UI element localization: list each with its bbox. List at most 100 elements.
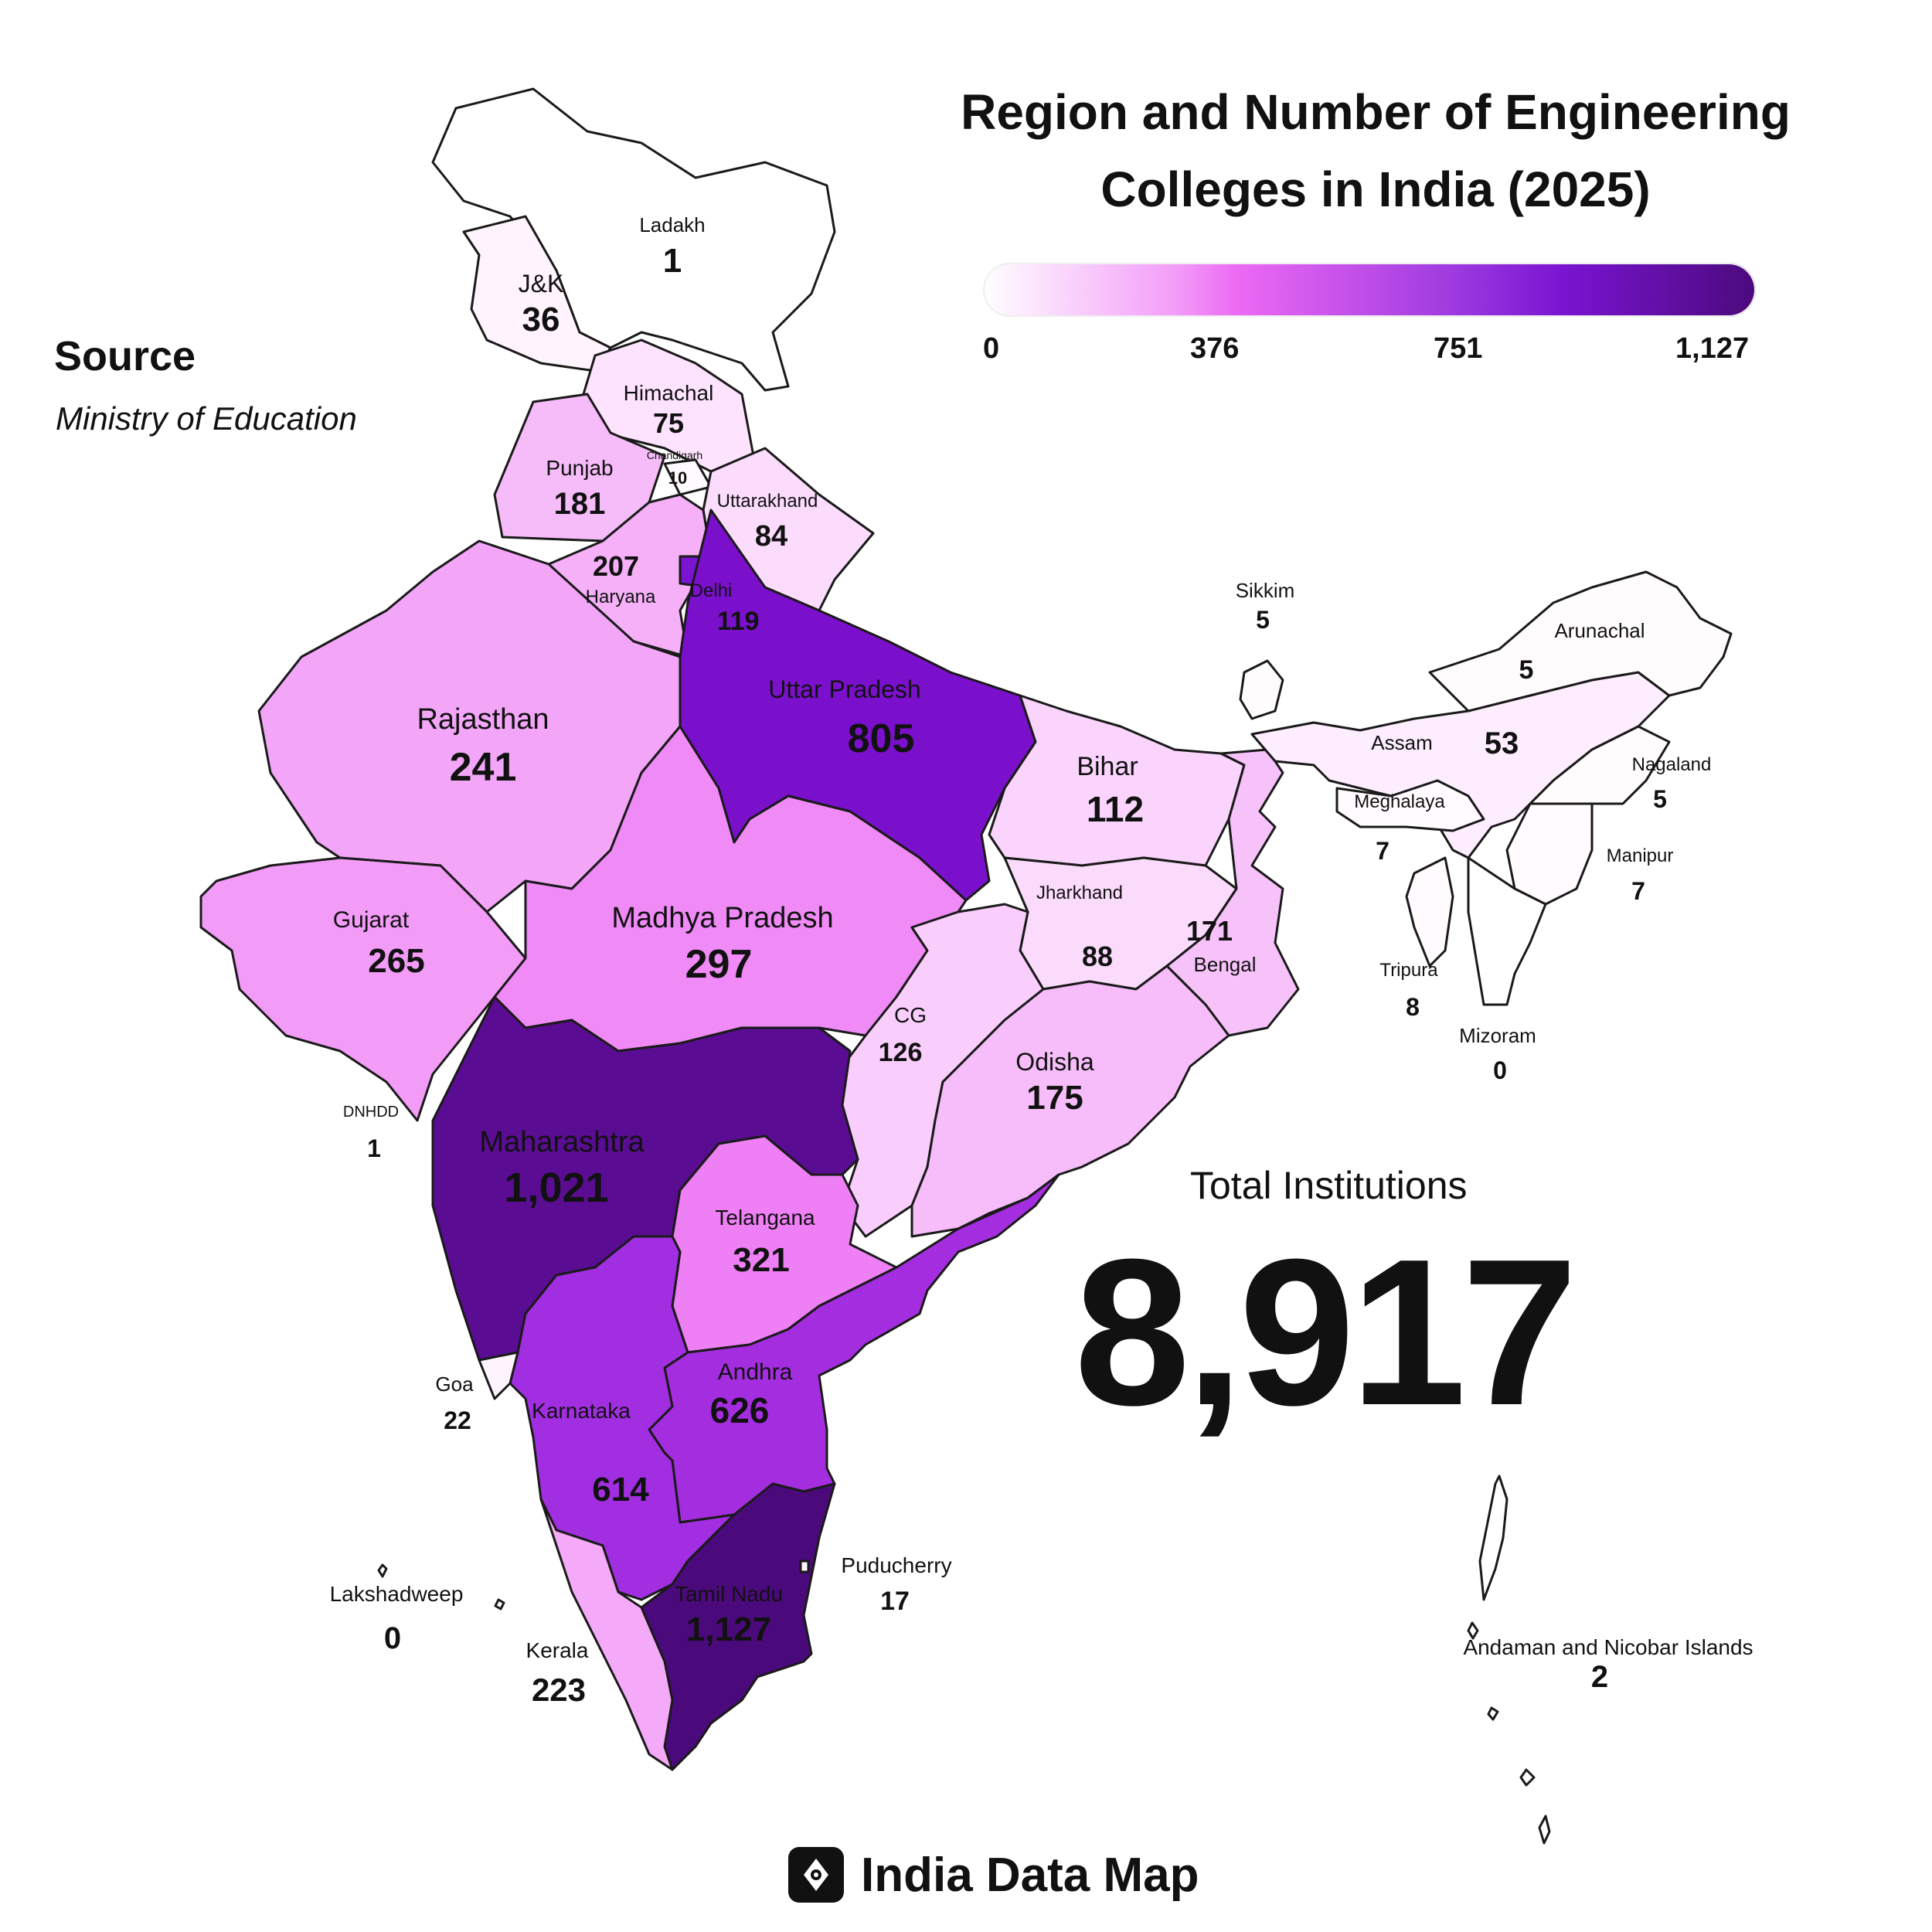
brand-footer: India Data Map bbox=[788, 1847, 1199, 1903]
region-value-odisha: 175 bbox=[1026, 1079, 1083, 1117]
region-name-puducherry: Puducherry bbox=[841, 1553, 951, 1577]
region-value-mizoram: 0 bbox=[1493, 1056, 1507, 1084]
region-name-mp: Madhya Pradesh bbox=[611, 902, 833, 934]
region-value-cg: 126 bbox=[879, 1038, 923, 1067]
region-name-jk: J&K bbox=[519, 270, 564, 298]
region-name-cg: CG bbox=[894, 1003, 927, 1027]
region-name-up: Uttar Pradesh bbox=[768, 675, 920, 703]
region-value-assam: 53 bbox=[1485, 726, 1519, 760]
region-name-ladakh: Ladakh bbox=[639, 213, 705, 236]
region-value-goa: 22 bbox=[444, 1406, 471, 1434]
region-name-lakshadweep: Lakshadweep bbox=[330, 1582, 464, 1606]
region-arunachal[interactable] bbox=[1428, 570, 1733, 713]
region-mizoram[interactable] bbox=[1467, 856, 1547, 1006]
region-andaman[interactable] bbox=[1467, 1475, 1551, 1845]
region-name-meghalaya: Meghalaya bbox=[1354, 791, 1445, 812]
region-value-tripura: 8 bbox=[1406, 993, 1420, 1021]
region-value-gujarat: 265 bbox=[368, 942, 424, 980]
region-name-telangana: Telangana bbox=[715, 1206, 815, 1230]
region-name-dnhdd: DNHDD bbox=[343, 1104, 399, 1121]
region-name-tripura: Tripura bbox=[1379, 960, 1438, 981]
region-value-delhi: 119 bbox=[717, 607, 760, 636]
region-value-jharkhand: 88 bbox=[1082, 940, 1113, 972]
region-value-arunachal: 5 bbox=[1519, 655, 1534, 685]
region-name-bengal: Bengal bbox=[1194, 953, 1257, 976]
source-heading: Source bbox=[54, 333, 196, 379]
region-value-lakshadweep: 0 bbox=[384, 1621, 401, 1655]
region-name-punjab: Punjab bbox=[546, 456, 613, 480]
region-name-andhra: Andhra bbox=[718, 1359, 793, 1385]
region-name-uttarakhand: Uttarakhand bbox=[717, 491, 818, 512]
region-meghalaya[interactable] bbox=[1335, 779, 1485, 832]
legend-tick-2: 751 bbox=[1434, 332, 1483, 365]
region-name-chandigarh: Chandigarh bbox=[647, 449, 702, 461]
region-puducherry[interactable] bbox=[799, 1560, 810, 1573]
region-bengal[interactable] bbox=[1165, 748, 1300, 1037]
region-odisha[interactable] bbox=[910, 964, 1230, 1238]
region-name-sikkim: Sikkim bbox=[1236, 579, 1295, 602]
total-institutions-label: Total Institutions bbox=[1190, 1164, 1468, 1207]
legend-tick-3: 1,127 bbox=[1675, 332, 1750, 365]
region-name-rajasthan: Rajasthan bbox=[417, 703, 549, 736]
brand-name: India Data Map bbox=[861, 1848, 1199, 1902]
region-value-himachal: 75 bbox=[653, 407, 684, 439]
region-value-nagaland: 5 bbox=[1653, 785, 1667, 813]
region-value-manipur: 7 bbox=[1631, 877, 1645, 905]
region-kerala[interactable] bbox=[539, 1498, 674, 1771]
total-institutions-value: 8,917 bbox=[1074, 1216, 1578, 1449]
region-name-mizoram: Mizoram bbox=[1459, 1024, 1536, 1047]
region-value-mp: 297 bbox=[685, 942, 753, 987]
legend-tick-1: 376 bbox=[1190, 332, 1240, 365]
region-value-jk: 36 bbox=[522, 301, 560, 338]
region-value-andhra: 626 bbox=[710, 1390, 770, 1430]
region-name-arunachal: Arunachal bbox=[1554, 619, 1645, 642]
region-name-kerala: Kerala bbox=[526, 1638, 589, 1662]
region-gujarat[interactable] bbox=[199, 856, 527, 1122]
region-value-dnhdd: 1 bbox=[367, 1134, 381, 1162]
region-value-bihar: 112 bbox=[1087, 789, 1144, 829]
compass-diamond-icon bbox=[788, 1847, 844, 1903]
region-value-maharashtra: 1,021 bbox=[504, 1165, 608, 1211]
region-name-andaman: Andaman and Nicobar Islands bbox=[1463, 1635, 1753, 1659]
region-name-manipur: Manipur bbox=[1607, 845, 1674, 866]
region-name-tamilnadu: Tamil Nadu bbox=[675, 1582, 783, 1606]
region-name-haryana: Haryana bbox=[586, 587, 656, 607]
region-goa[interactable] bbox=[478, 1351, 519, 1400]
region-value-tamilnadu: 1,127 bbox=[686, 1611, 771, 1648]
region-name-maharashtra: Maharashtra bbox=[479, 1126, 645, 1158]
region-value-punjab: 181 bbox=[554, 487, 606, 521]
region-name-delhi: Delhi bbox=[690, 580, 733, 601]
region-value-sikkim: 5 bbox=[1256, 606, 1270, 634]
region-name-jharkhand: Jharkhand bbox=[1036, 883, 1123, 903]
region-value-up: 805 bbox=[848, 716, 915, 761]
region-value-uttarakhand: 84 bbox=[755, 520, 787, 553]
map-title: Region and Number of Engineering College… bbox=[961, 84, 1791, 217]
region-value-bengal: 171 bbox=[1186, 915, 1233, 947]
region-value-haryana: 207 bbox=[593, 550, 639, 582]
legend-color-scale bbox=[983, 263, 1756, 317]
region-lakshadweep[interactable] bbox=[377, 1563, 505, 1611]
region-name-bihar: Bihar bbox=[1077, 752, 1138, 781]
region-name-odisha: Odisha bbox=[1015, 1048, 1094, 1076]
region-name-goa: Goa bbox=[435, 1372, 474, 1396]
region-name-gujarat: Gujarat bbox=[333, 907, 410, 933]
region-name-assam: Assam bbox=[1371, 731, 1432, 754]
region-value-puducherry: 17 bbox=[880, 1587, 910, 1616]
region-name-himachal: Himachal bbox=[624, 381, 714, 405]
region-value-andaman: 2 bbox=[1591, 1660, 1608, 1694]
region-value-rajasthan: 241 bbox=[450, 745, 517, 790]
region-name-nagaland: Nagaland bbox=[1632, 754, 1712, 775]
region-nagaland[interactable] bbox=[1529, 725, 1671, 805]
region-value-meghalaya: 7 bbox=[1376, 837, 1389, 865]
region-value-ladakh: 1 bbox=[663, 242, 682, 280]
region-tripura[interactable] bbox=[1405, 856, 1454, 968]
region-name-karnataka: Karnataka bbox=[532, 1399, 631, 1423]
region-value-karnataka: 614 bbox=[592, 1471, 649, 1509]
region-sikkim[interactable] bbox=[1239, 659, 1284, 720]
source-value: Ministry of Education bbox=[56, 400, 357, 437]
region-value-telangana: 321 bbox=[733, 1241, 789, 1279]
region-value-chandigarh: 10 bbox=[668, 468, 687, 488]
region-manipur[interactable] bbox=[1505, 802, 1594, 906]
region-value-kerala: 223 bbox=[532, 1672, 586, 1708]
